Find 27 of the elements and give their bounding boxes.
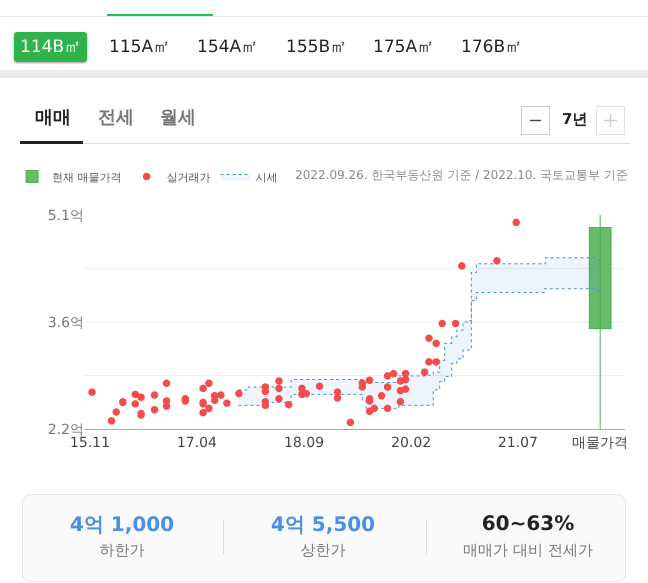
text: 154A㎡ <box>196 36 260 59</box>
text: 매매가 대비 전세가 <box>463 541 593 560</box>
text: 전세 <box>98 106 134 130</box>
x-tick-label: 21.07 <box>498 434 538 451</box>
text: 4억 1,000 <box>70 511 174 538</box>
y-tick-label: 5.1억 <box>48 208 84 224</box>
text: 월세 <box>160 106 196 130</box>
x-tick-label: 매물가격 <box>572 434 628 451</box>
text: 60~63% <box>482 511 574 535</box>
x-tick-label: 18.09 <box>284 434 324 451</box>
text: 4억 5,500 <box>270 511 376 538</box>
x-tick-label: 17.04 <box>176 434 218 451</box>
legend-label: 실거래가 <box>166 170 211 184</box>
text: 상한가 <box>300 541 346 560</box>
text: 매매 <box>35 106 71 130</box>
text: 7년 <box>562 110 588 129</box>
text: 175A㎡ <box>372 36 436 59</box>
y-tick-label: 3.6억 <box>48 314 84 331</box>
text: 하한가 <box>100 541 144 560</box>
text: 115A㎡ <box>108 36 172 59</box>
text: 114B㎡ <box>14 32 88 62</box>
legend-label: 시세 <box>256 170 278 184</box>
chart-subtitle: 2022.09.26. 한국부동산원 기준 / 2022.10. 국토교통부 기준 <box>295 167 628 184</box>
x-tick-label: 20.02 <box>391 434 432 451</box>
text: 155B㎡ <box>285 36 348 59</box>
text: 176B㎡ <box>460 36 524 59</box>
legend-label: 현재 매물가격 <box>52 170 122 184</box>
